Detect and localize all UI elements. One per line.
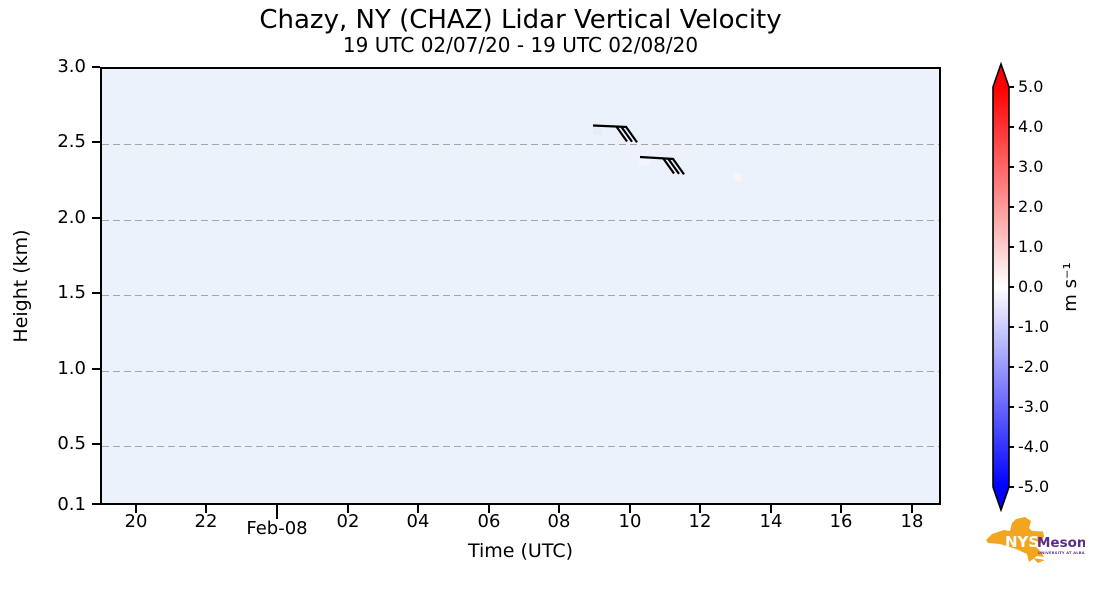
y-tick-mark (92, 443, 100, 445)
logo-university-text: UNIVERSITY AT ALBANY (1038, 551, 1085, 555)
x-tick-label: 10 (618, 511, 642, 532)
chart-subtitle: 19 UTC 02/07/20 - 19 UTC 02/08/20 (342, 33, 699, 57)
x-tick-mark (135, 505, 137, 513)
data-pixel (734, 173, 741, 181)
x-tick-label: 18 (900, 511, 924, 532)
ny-state-icon (986, 517, 1044, 562)
x-tick-mark (347, 505, 349, 513)
wind-barb-icon (639, 155, 685, 176)
x-tick-label: 14 (759, 511, 783, 532)
colorbar (992, 61, 1010, 513)
colorbar-tick-mark (1009, 326, 1014, 328)
gridline-2.0km (102, 220, 939, 221)
gridline-0.5km (102, 446, 939, 447)
colorbar-tick-mark (1009, 166, 1014, 168)
nys-mesonet-logo: NYS Mesonet UNIVERSITY AT ALBANY (986, 517, 1085, 563)
gridline-1.0km (102, 371, 939, 372)
x-tick-label: 22 (194, 511, 218, 532)
y-tick-mark (92, 217, 100, 219)
colorbar-tick-label: 5.0 (1018, 77, 1044, 96)
colorbar-tick-label: -5.0 (1018, 477, 1050, 496)
y-tick-label: 1.5 (57, 282, 86, 303)
colorbar-unit-label: m s⁻¹ (1060, 262, 1081, 312)
x-tick-label: 08 (547, 511, 571, 532)
x-tick-mark (417, 505, 419, 513)
x-tick-mark (558, 505, 560, 513)
x-tick-label: 06 (477, 511, 501, 532)
y-tick-label: 3.0 (57, 56, 86, 77)
y-tick-mark (92, 368, 100, 370)
long-island-icon (1033, 558, 1045, 563)
x-tick-mark (488, 505, 490, 513)
colorbar-tick-label: -2.0 (1018, 357, 1050, 376)
colorbar-tick-label: 3.0 (1018, 157, 1044, 176)
colorbar-tick-label: -3.0 (1018, 397, 1050, 416)
wind-barb-icon (592, 124, 638, 143)
y-tick-mark (92, 141, 100, 143)
x-tick-label: 20 (124, 511, 148, 532)
x-tick-mark (205, 505, 207, 513)
x-tick-mark (840, 505, 842, 513)
colorbar-tick-mark (1009, 246, 1014, 248)
colorbar-tick-mark (1009, 486, 1014, 488)
colorbar-tick-mark (1009, 86, 1014, 88)
y-tick-label: 2.5 (57, 131, 86, 152)
colorbar-tick-mark (1009, 406, 1014, 408)
x-tick-label: 04 (406, 511, 430, 532)
colorbar-tick-mark (1009, 286, 1014, 288)
colorbar-tick-mark (1009, 206, 1014, 208)
x-tick-label-feb08: Feb-08 (246, 518, 308, 539)
gridline-2.5km (102, 144, 939, 145)
x-tick-mark (629, 505, 631, 513)
colorbar-tick-label: 0.0 (1018, 277, 1044, 296)
y-tick-label: 0.5 (57, 433, 86, 454)
colorbar-tick-label: -1.0 (1018, 317, 1050, 336)
y-tick-label: 2.0 (57, 207, 86, 228)
y-tick-label: 1.0 (57, 358, 86, 379)
colorbar-tick-label: -4.0 (1018, 437, 1050, 456)
y-tick-mark (92, 503, 100, 505)
plot-area (100, 67, 941, 505)
colorbar-tick-mark (1009, 366, 1014, 368)
colorbar-tick-mark (1009, 446, 1014, 448)
y-tick-label: 0.1 (57, 494, 86, 515)
x-tick-mark (770, 505, 772, 513)
colorbar-tick-label: 2.0 (1018, 197, 1044, 216)
x-tick-mark-feb08 (276, 505, 278, 519)
gridline-1.5km (102, 295, 939, 296)
x-axis-label: Time (UTC) (467, 540, 574, 562)
x-tick-mark (911, 505, 913, 513)
data-pixel (593, 127, 602, 135)
x-tick-label: 12 (688, 511, 712, 532)
y-tick-mark (92, 292, 100, 294)
logo-nys-text: NYS (1005, 533, 1039, 551)
colorbar-tick-label: 1.0 (1018, 237, 1044, 256)
logo-mesonet-text: Mesonet (1037, 535, 1085, 551)
chart-title: Chazy, NY (CHAZ) Lidar Vertical Velocity (259, 5, 782, 35)
y-tick-mark (92, 66, 100, 68)
x-tick-label: 02 (336, 511, 360, 532)
x-tick-label: 16 (829, 511, 853, 532)
x-tick-mark (699, 505, 701, 513)
colorbar-tick-label: 4.0 (1018, 117, 1044, 136)
data-pixel (639, 156, 650, 165)
colorbar-tick-mark (1009, 126, 1014, 128)
